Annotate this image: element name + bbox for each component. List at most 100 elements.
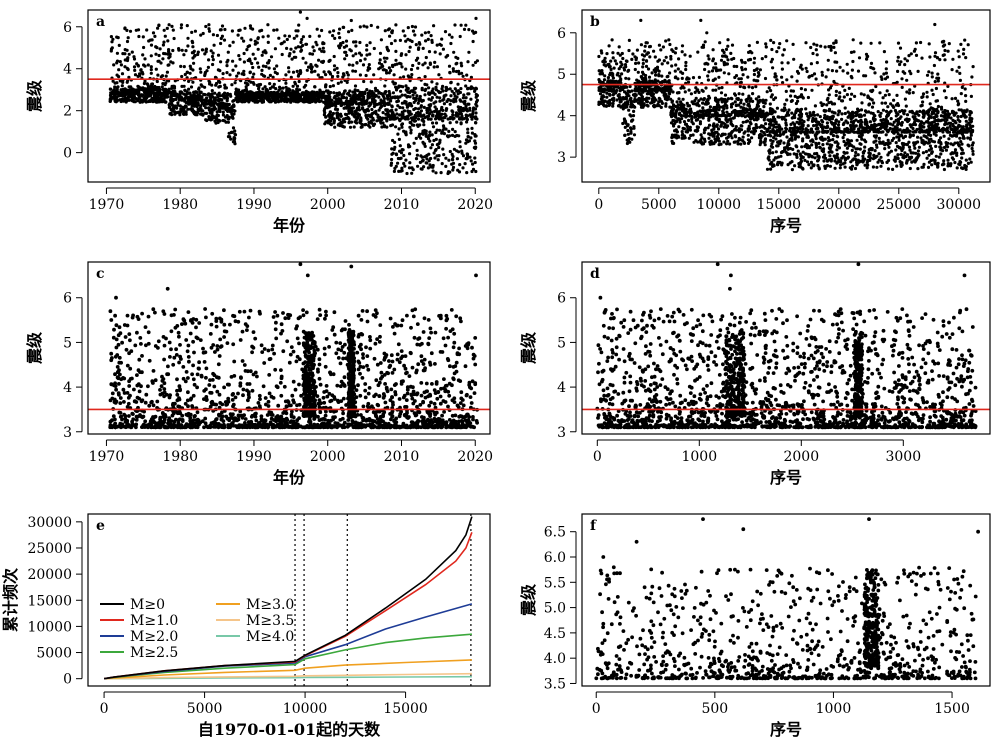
data-point <box>251 75 255 79</box>
data-point <box>152 86 156 90</box>
data-point <box>465 152 469 156</box>
data-point <box>634 58 638 62</box>
data-point <box>722 61 726 65</box>
data-point <box>466 86 470 90</box>
data-point <box>141 53 145 57</box>
data-point <box>119 88 123 92</box>
data-point <box>429 156 433 161</box>
data-point <box>825 142 829 146</box>
data-point <box>711 88 715 92</box>
data-point <box>667 79 671 83</box>
data-point <box>236 71 241 75</box>
data-point <box>643 44 647 48</box>
data-point <box>253 42 257 46</box>
data-point <box>451 165 456 169</box>
data-point <box>227 106 231 110</box>
data-point <box>184 49 188 53</box>
data-point <box>467 28 471 32</box>
data-point <box>626 128 630 133</box>
data-point <box>347 30 351 34</box>
data-point <box>182 53 186 57</box>
data-point <box>720 100 724 104</box>
data-point <box>345 53 349 58</box>
data-point <box>451 113 455 117</box>
data-point <box>123 48 127 52</box>
data-point <box>356 94 360 98</box>
data-point <box>657 73 661 77</box>
data-point <box>711 133 716 137</box>
data-point <box>421 117 425 121</box>
data-point <box>125 91 129 95</box>
x-tick-label: 2020 <box>457 197 493 213</box>
data-point <box>424 55 428 60</box>
data-point <box>812 124 816 128</box>
data-point <box>458 145 462 149</box>
data-point <box>738 138 743 142</box>
data-point <box>169 91 173 95</box>
data-point <box>401 29 405 33</box>
data-point <box>903 63 907 67</box>
data-point <box>604 64 608 68</box>
data-point <box>686 127 690 131</box>
data-point <box>761 124 765 128</box>
data-point <box>385 47 390 52</box>
data-point <box>412 123 416 127</box>
data-point <box>801 150 805 154</box>
data-point <box>237 54 241 58</box>
data-point <box>111 37 115 41</box>
data-point <box>739 77 743 81</box>
data-point <box>199 83 203 87</box>
data-point <box>649 88 653 92</box>
data-point <box>329 101 333 105</box>
data-point <box>155 79 159 84</box>
data-point <box>668 42 672 47</box>
data-point <box>664 55 668 59</box>
data-point <box>621 121 625 126</box>
data-point <box>367 123 371 128</box>
data-point <box>204 99 208 103</box>
data-point <box>457 112 461 116</box>
data-point <box>790 75 794 79</box>
data-point <box>407 145 411 149</box>
data-point <box>408 45 412 49</box>
data-point <box>198 67 202 71</box>
data-point <box>403 131 407 135</box>
data-point <box>603 74 607 78</box>
data-point <box>706 78 711 82</box>
data-point <box>719 58 724 62</box>
data-point <box>348 125 353 129</box>
data-point <box>444 156 448 160</box>
data-point <box>605 91 609 95</box>
data-point <box>699 133 703 137</box>
data-point <box>684 67 688 72</box>
data-point <box>438 128 442 132</box>
data-point <box>309 63 313 67</box>
data-point <box>702 109 707 113</box>
data-point <box>392 169 396 173</box>
data-point <box>671 141 675 145</box>
data-point <box>459 122 463 126</box>
data-point <box>372 73 376 77</box>
data-point <box>737 92 741 96</box>
data-point <box>258 82 263 87</box>
data-point <box>227 131 231 135</box>
data-point <box>665 75 669 79</box>
data-point <box>688 54 692 58</box>
data-point <box>471 63 475 67</box>
data-point <box>179 90 183 94</box>
data-point <box>374 109 378 113</box>
data-point <box>640 95 645 99</box>
data-point <box>370 111 375 116</box>
data-point <box>673 51 678 55</box>
data-point <box>627 77 631 81</box>
data-point <box>456 82 460 86</box>
data-point <box>206 65 210 69</box>
data-point <box>205 96 209 100</box>
data-point <box>321 60 325 64</box>
data-point <box>191 45 195 49</box>
data-point <box>163 34 167 38</box>
data-point <box>773 72 777 76</box>
data-point <box>330 113 334 117</box>
data-point <box>358 121 362 125</box>
data-point <box>719 97 724 101</box>
